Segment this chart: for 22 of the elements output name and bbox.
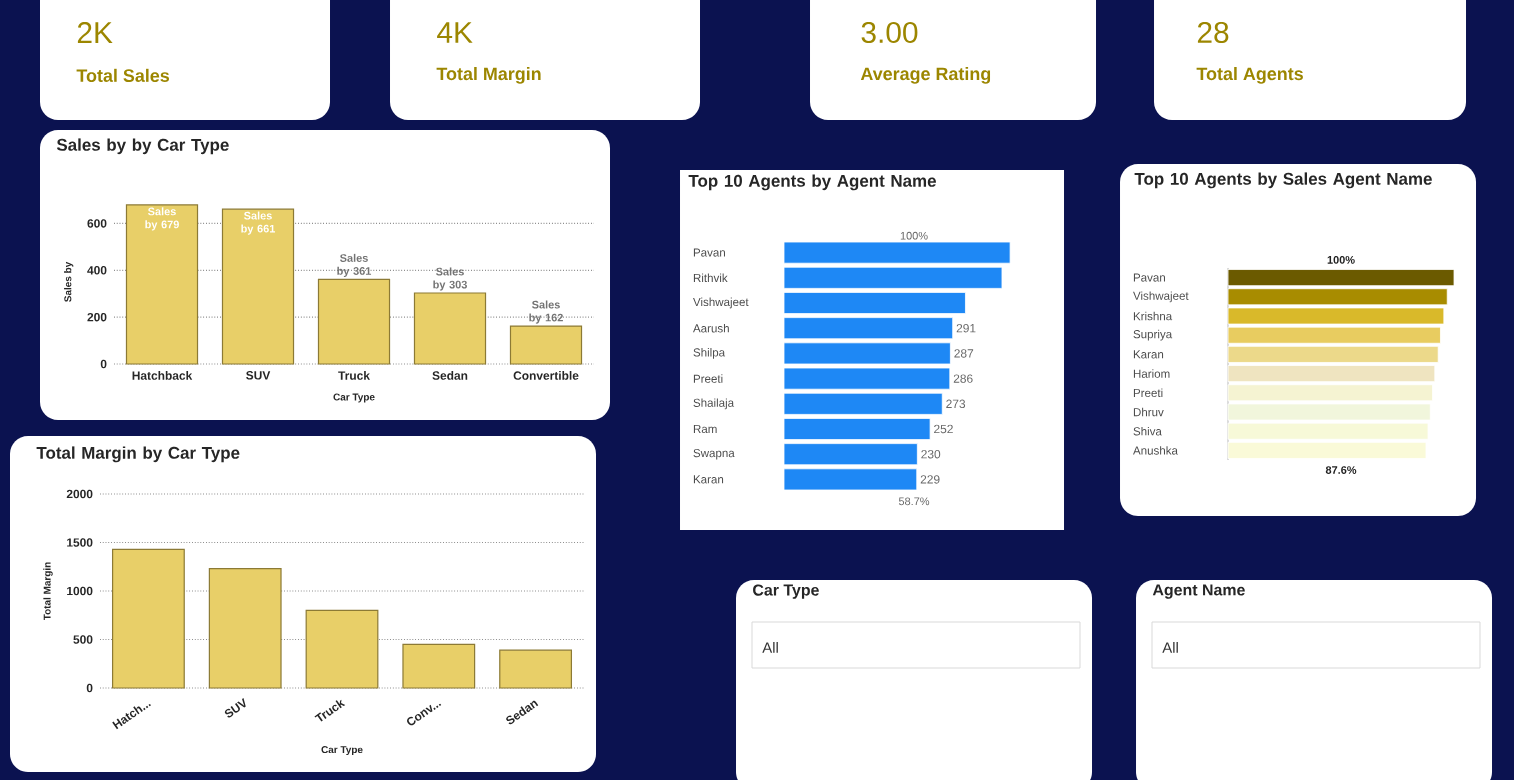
bar: [402, 643, 476, 689]
text: Total Margin: [436, 66, 541, 84]
bar: [499, 649, 573, 689]
bar: [221, 208, 295, 365]
bar: [317, 278, 391, 365]
text: Total Sales: [76, 68, 170, 82]
text: 2K: [77, 22, 113, 43]
chart-title: Sales by by Car Type: [56, 138, 229, 155]
text: Total Agents: [1196, 66, 1303, 84]
text: 28: [1197, 21, 1229, 44]
bar: [125, 204, 199, 365]
text: 3.00: [861, 21, 918, 44]
bar: [111, 548, 185, 689]
text: Average Rating: [860, 66, 991, 84]
bar: [305, 609, 379, 689]
chart-title: Top 10 Agents by Agent Name: [688, 174, 936, 191]
chart-title: Top 10 Agents by Sales Agent Name: [1134, 172, 1432, 189]
chart-title: Total Margin by Car Type: [36, 446, 240, 463]
text: 4K: [437, 22, 473, 43]
bar: [509, 325, 583, 365]
bar: [208, 568, 282, 689]
bar: [413, 292, 487, 365]
